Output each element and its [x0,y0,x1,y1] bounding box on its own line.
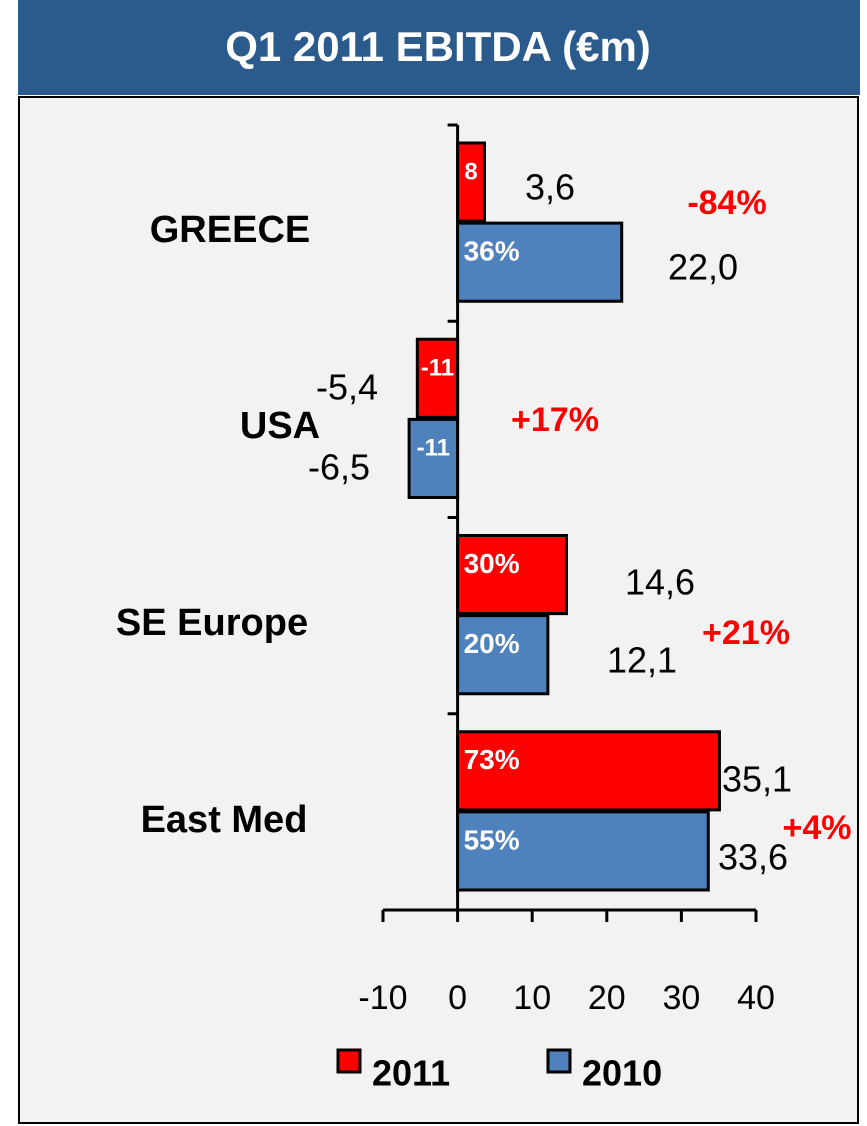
bar-inner-label: -11 [417,435,450,462]
category-label: USA [240,405,320,447]
bar [456,614,550,696]
value-label: 3,6 [525,167,575,208]
bar [456,221,624,303]
category-label: SE Europe [116,602,308,644]
value-label: 22,0 [668,247,738,288]
x-tick-label: 0 [448,979,467,1017]
bar-inner-label: 20% [464,628,520,659]
bar-inner-label: 30% [464,548,520,579]
x-tick-label: 40 [737,979,775,1017]
value-label: -6,5 [308,447,370,488]
bar-inner-label: 36% [464,236,520,267]
bar [456,810,710,892]
value-label: 33,6 [718,837,788,878]
x-tick-label: 30 [662,979,700,1017]
change-annotation: -84% [687,184,766,222]
bar [456,141,486,223]
value-label: -5,4 [316,367,378,408]
category-label: East Med [141,799,308,841]
value-label: 12,1 [607,640,677,681]
bar-inner-label: 8 [464,158,477,185]
change-annotation: +4% [783,809,852,847]
change-annotation: +17% [511,401,599,439]
change-annotation: +21% [702,614,790,652]
x-tick-label: 20 [588,979,626,1017]
bar-inner-label: 73% [464,744,520,775]
bar-inner-label: -11 [421,355,454,382]
legend-label: 2011 [372,1053,450,1094]
x-tick-label: 10 [513,979,551,1017]
value-label: 35,1 [722,759,792,800]
x-tick-label: -10 [358,979,407,1017]
plot-panel [18,96,859,1124]
bar-inner-label: 55% [464,824,520,855]
bar [456,534,569,616]
legend-label: 2010 [582,1053,662,1094]
chart-title: Q1 2011 EBITDA (€m) [225,23,651,70]
title-banner [18,0,860,95]
bar [415,337,460,419]
bar [407,417,460,499]
value-label: 14,6 [625,562,695,603]
legend-swatch [546,1048,572,1074]
bar [456,730,721,812]
legend-swatch [336,1048,362,1074]
category-label: GREECE [150,209,310,251]
